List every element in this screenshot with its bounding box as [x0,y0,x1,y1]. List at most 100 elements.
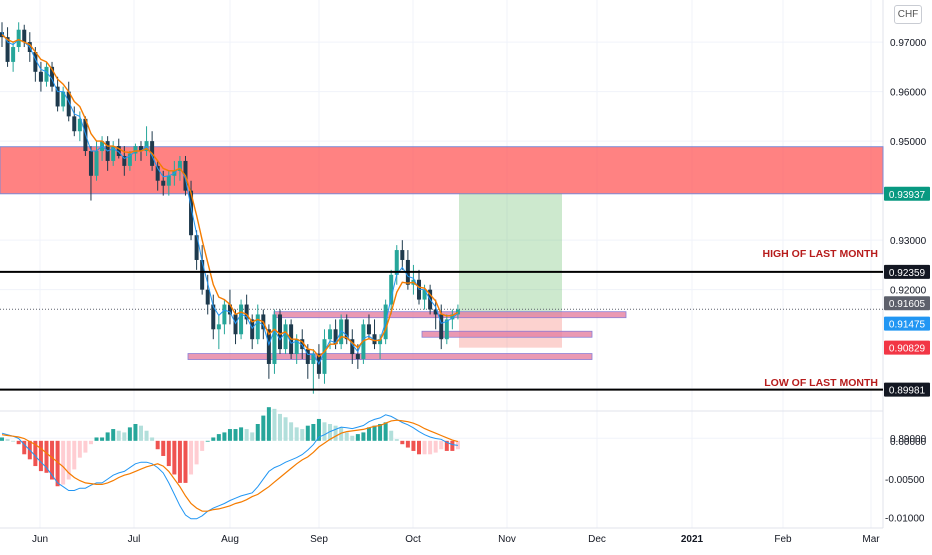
time-tick-label: Dec [588,534,606,545]
macd-histogram-bar [316,418,321,441]
time-tick-label: Aug [221,534,239,545]
support-zone-lower [187,353,593,360]
macd-histogram-bar [417,440,421,455]
candle-body [33,51,38,72]
macd-histogram-bar [355,434,360,441]
macd-tick-label: -0.01000 [885,513,925,524]
macd-histogram-bar [161,440,166,456]
macd-tick-label: 0.00000 [890,437,927,448]
macd-histogram-bar [94,437,99,441]
macd-histogram-bar [33,440,38,467]
candle-body [16,29,21,48]
macd-histogram-bar [5,439,10,441]
candle-body [266,329,271,364]
candle-body [61,91,66,107]
macd-histogram-bar [194,440,199,465]
candle-body [211,304,216,330]
macd-histogram-bar [11,440,16,442]
time-axis[interactable]: Jun Jul Aug Sep Oct Nov Dec 2021 Feb Mar [32,534,880,545]
price-badge-label: 0.93937 [889,190,926,201]
candle-body [189,190,194,236]
macd-histogram-bar [244,429,249,441]
price-badge [884,340,930,355]
candle-body [166,175,171,186]
macd-histogram-bar [72,440,77,470]
macd-histogram-bar [50,440,55,480]
macd-histogram-bar [378,424,383,441]
resistance-zone [0,146,884,195]
candle-body [133,146,138,154]
candle-body [250,319,255,340]
time-tick-label: Mar [862,534,880,545]
price-tick-label: 0.96000 [890,88,927,99]
candle-body [333,329,338,345]
macd-histogram-bar [405,440,410,448]
macd-signal-line [1,419,459,512]
macd-histogram-bar [66,440,71,480]
price-badge-label: 0.91475 [889,320,926,331]
candle-body [44,66,49,82]
drawing-zones [0,146,884,360]
macd-histogram-bar [272,408,277,441]
candle-body [122,155,127,166]
candle-body [94,151,99,176]
candle-body [72,116,77,132]
macd-histogram-bar [227,429,232,441]
candle-body [283,324,288,350]
candle-body [161,180,166,186]
price-badge [884,382,930,397]
macd-histogram-bar [411,440,416,451]
ema-line [1,34,459,358]
candle-body [177,160,182,171]
macd-pane [0,407,460,520]
time-tick-label: Sep [310,534,328,545]
macd-histogram-bar [389,430,394,441]
price-axis[interactable]: 0.970000.960000.950000.930000.920000.900… [885,38,927,524]
macd-histogram-bar [305,425,310,441]
time-tick-label: Jun [32,534,48,545]
macd-histogram-bar [266,407,271,441]
candle-body [350,339,355,355]
macd-histogram-bar [450,440,455,451]
macd-histogram-bar [383,422,388,441]
macd-histogram-bar [77,440,82,458]
candle-body [22,29,27,43]
macd-histogram-bar [333,425,338,441]
candle-body [328,329,333,340]
macd-line [1,414,458,520]
candle-body [400,250,405,260]
candle-body [455,309,460,315]
candle-body [300,339,305,350]
macd-histogram-bar [322,422,327,441]
macd-histogram-bar [233,429,238,441]
macd-histogram-bar [111,429,116,441]
currency-button[interactable]: CHF [894,5,922,24]
candle-body [444,319,449,340]
macd-histogram-bar [289,422,294,441]
macd-tick-label: -0.00500 [885,475,925,486]
macd-histogram-bar [133,424,138,441]
time-tick-label: Nov [498,534,516,545]
candle-body [111,146,116,161]
macd-histogram-bar [372,425,377,441]
candle-body [88,151,93,176]
candle-body [66,91,71,117]
macd-histogram-bar [16,440,21,445]
macd-histogram-bar [283,417,288,441]
candle-body [222,304,227,325]
candle-body [422,289,427,300]
price-tick-label: 0.97000 [890,38,927,49]
target-zone [459,193,562,316]
support-zone-middle [421,330,593,338]
price-badge [884,316,930,331]
support-zone-upper [273,311,627,319]
candle-body [200,259,205,290]
time-tick-label: Jul [128,534,141,545]
candle-body [239,304,244,335]
macd-histogram-bar [177,440,182,483]
macd-histogram-bar [278,413,282,441]
candle-body [278,314,282,350]
macd-histogram-bar [183,440,188,483]
